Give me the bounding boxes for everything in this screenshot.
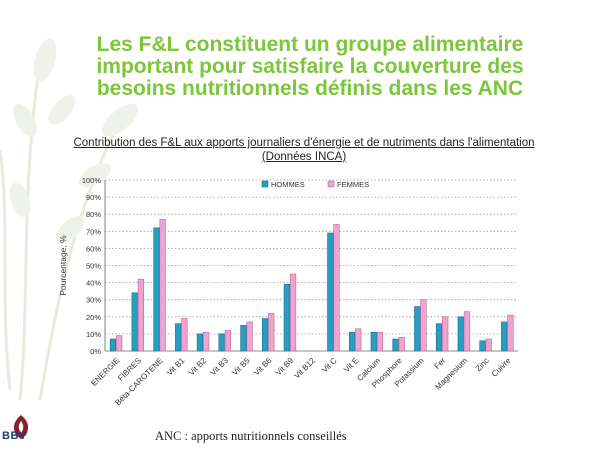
bar-femmes bbox=[355, 328, 362, 352]
bar-hommes bbox=[501, 321, 508, 352]
bar-hommes bbox=[414, 306, 421, 352]
slide-title: Les F&L constituent un groupe alimentair… bbox=[40, 34, 580, 100]
y-tick-label: 30% bbox=[86, 296, 101, 305]
y-tick-label: 100% bbox=[82, 176, 102, 185]
bar-femmes bbox=[116, 335, 123, 352]
y-tick-label: 10% bbox=[86, 330, 101, 339]
bar-hommes bbox=[262, 318, 269, 352]
bar-hommes bbox=[131, 292, 138, 352]
bar-femmes bbox=[137, 278, 145, 352]
bar-femmes bbox=[203, 331, 210, 352]
bar-femmes bbox=[376, 331, 384, 352]
bar-femmes bbox=[268, 313, 275, 352]
bar-hommes bbox=[175, 323, 182, 352]
bar-femmes bbox=[398, 337, 405, 352]
x-tick-label: Zinc bbox=[474, 356, 491, 373]
bar-femmes bbox=[485, 338, 492, 352]
bar-femmes bbox=[289, 273, 297, 352]
bar-femmes bbox=[159, 219, 166, 352]
x-tick-label: Vit B3 bbox=[209, 356, 231, 378]
bar-hommes bbox=[392, 338, 399, 352]
y-tick-label: 70% bbox=[86, 227, 101, 236]
x-tick-label: Vit B1 bbox=[165, 356, 187, 378]
y-axis-label: Pourcentage, % bbox=[58, 235, 68, 296]
bar-femmes bbox=[224, 330, 231, 352]
logo-icon bbox=[13, 415, 29, 439]
bar-femmes bbox=[333, 224, 340, 352]
chart-title: Contribution des F&L aux apports journal… bbox=[30, 136, 578, 164]
legend-swatch bbox=[261, 180, 269, 188]
slide-title-line-1: Les F&L constituent un groupe alimentair… bbox=[96, 33, 524, 56]
y-tick-label: 50% bbox=[86, 262, 101, 271]
bar-femmes bbox=[507, 314, 514, 352]
bar-hommes bbox=[153, 227, 160, 352]
x-tick-label: Vit C bbox=[320, 356, 339, 375]
y-tick-label: 20% bbox=[86, 313, 101, 322]
y-tick-label: 40% bbox=[86, 279, 101, 288]
bar-femmes bbox=[181, 318, 188, 352]
bar-hommes bbox=[240, 325, 247, 352]
y-tick-label: 90% bbox=[86, 193, 101, 202]
legend-label: FEMMES bbox=[337, 180, 369, 189]
bar-hommes bbox=[435, 323, 443, 352]
bar-hommes bbox=[109, 338, 117, 352]
x-tick-label: ENERGIE bbox=[89, 356, 121, 388]
bar-hommes bbox=[370, 331, 377, 352]
x-tick-label: Vit E bbox=[342, 356, 360, 374]
legend-swatch bbox=[327, 180, 335, 188]
bar-hommes bbox=[479, 340, 486, 352]
logo-text: BBV bbox=[2, 430, 27, 442]
legend-label: HOMMES bbox=[271, 180, 305, 189]
footnote: ANC : apports nutritionnels conseillés bbox=[155, 429, 347, 443]
bar-hommes bbox=[457, 316, 464, 352]
chart-title-line-2: (Données INCA) bbox=[261, 151, 347, 163]
x-tick-label: Vit B12 bbox=[292, 356, 317, 381]
plant-watermark bbox=[0, 38, 139, 401]
x-tick-label: Cuivre bbox=[490, 356, 513, 379]
bar-femmes bbox=[420, 299, 427, 352]
slide-title-line-2: important pour satisfaire la couverture … bbox=[96, 55, 524, 78]
y-tick-label: 0% bbox=[90, 347, 101, 356]
x-tick-label: Vit B5 bbox=[230, 356, 252, 378]
bar-hommes bbox=[327, 232, 334, 352]
x-tick-label: Vit B2 bbox=[187, 356, 209, 378]
slide-title-line-3: besoins nutritionnels définis dans les A… bbox=[96, 77, 524, 100]
chart-title-line-1: Contribution des F&L aux apports journal… bbox=[73, 137, 535, 149]
bar-femmes bbox=[463, 311, 471, 352]
bar-femmes bbox=[442, 316, 449, 352]
x-tick-label: Fer bbox=[432, 356, 447, 371]
bar-hommes bbox=[196, 333, 204, 352]
x-tick-label: Vit B6 bbox=[252, 356, 274, 378]
y-tick-label: 60% bbox=[86, 244, 101, 253]
bar-hommes bbox=[283, 284, 290, 352]
bar-hommes bbox=[348, 331, 356, 352]
y-tick-label: 80% bbox=[86, 210, 101, 219]
bar-hommes bbox=[218, 333, 225, 352]
bar-femmes bbox=[246, 321, 253, 352]
